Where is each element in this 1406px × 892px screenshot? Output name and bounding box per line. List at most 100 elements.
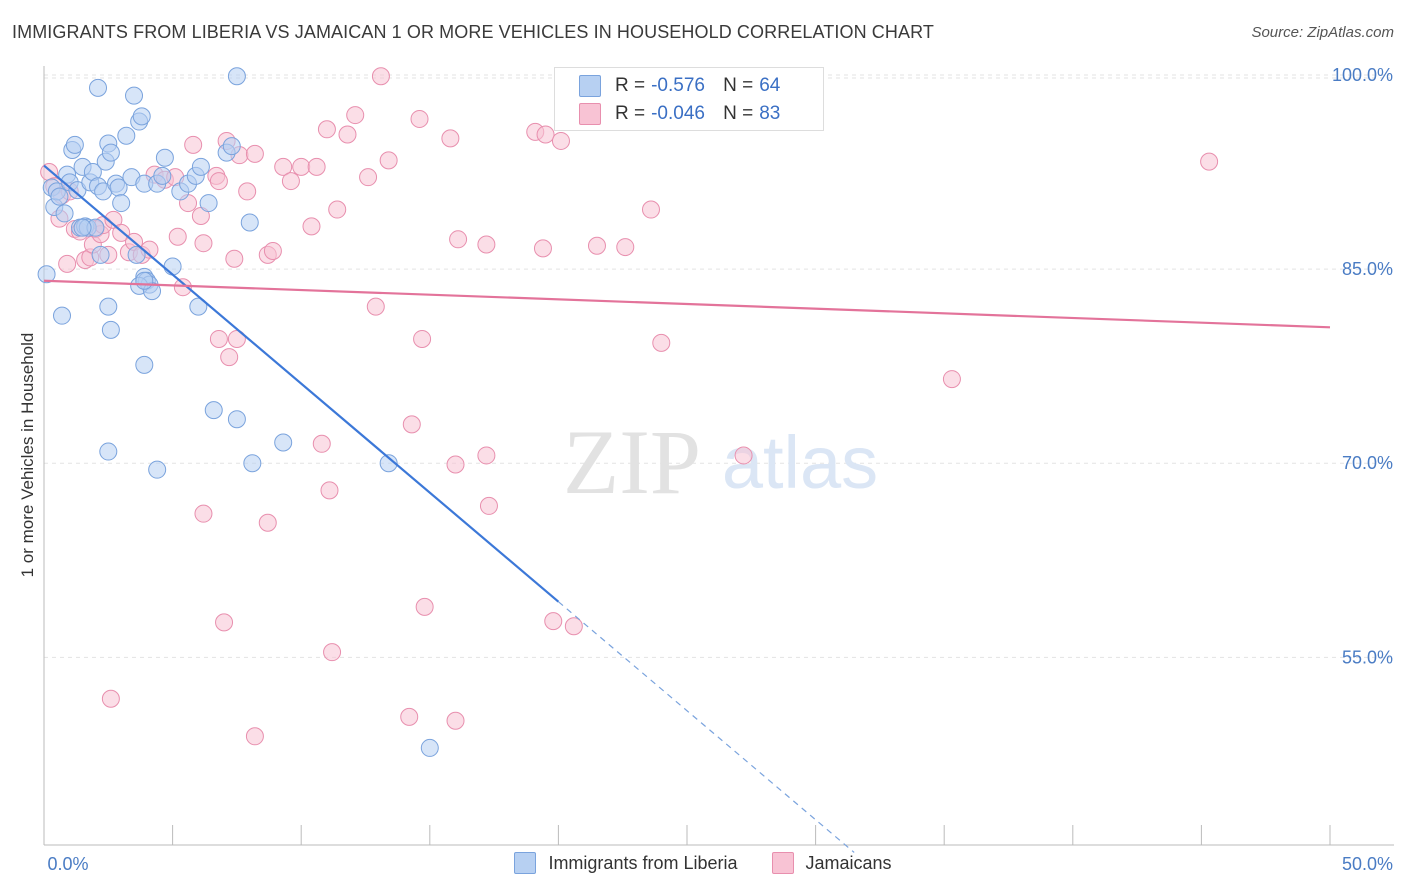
point-liberia [420,738,439,757]
point-liberia [73,218,92,237]
legend-swatch-jamaicans [579,103,601,125]
point-liberia [163,257,182,276]
legend-n-value: 64 [759,75,781,96]
point-jamaicans [328,200,347,219]
point-jamaicans [616,238,635,257]
point-jamaicans [209,329,228,348]
point-jamaicans [536,125,555,144]
point-jamaicans [168,227,187,246]
point-liberia [379,454,398,473]
point-liberia [243,454,262,473]
point-liberia [89,78,108,97]
legend-row-liberia: R = -0.576 N = 64 [579,73,780,99]
point-jamaicans [320,481,339,500]
point-jamaicans [479,496,498,515]
watermark-zip: ZIP [563,411,701,513]
point-jamaicans [652,333,671,352]
legend-item-jamaicans[interactable]: Jamaicans [771,852,892,874]
y-tick-label: 55.0% [1342,647,1393,667]
legend-swatch-liberia [579,75,601,97]
legend-label-jamaicans: Jamaicans [805,852,892,873]
point-jamaicans [734,446,753,465]
point-liberia [50,187,69,206]
legend-swatch-liberia [514,852,537,874]
point-jamaicans [263,241,282,260]
point-liberia [135,271,154,290]
point-jamaicans [641,200,660,219]
point-liberia [53,306,72,325]
point-jamaicans [551,131,570,150]
point-jamaicans [323,643,342,662]
point-jamaicans [371,67,390,86]
point-liberia [112,194,131,213]
point-jamaicans [312,434,331,453]
point-liberia [135,355,154,374]
x-tick-label: 0.0% [47,854,88,874]
point-jamaicans [220,348,239,367]
point-liberia [191,157,210,176]
point-jamaicans [238,182,257,201]
legend-item-liberia[interactable]: Immigrants from Liberia [514,852,738,874]
legend-swatch-jamaicans [771,852,794,874]
watermark: ZIP atlas [563,411,878,513]
legend-r-value: -0.046 [651,103,705,124]
point-liberia [127,245,146,264]
point-jamaicans [225,249,244,268]
point-jamaicans [379,151,398,170]
point-liberia [99,297,118,316]
point-jamaicans [215,613,234,632]
point-jamaicans [359,168,378,187]
tick-labels: 100.0% 85.0% 70.0% 55.0% 0.0% 50.0% [47,65,1393,874]
point-liberia [204,401,223,420]
point-jamaicans [307,157,326,176]
point-jamaicans [209,172,228,191]
point-jamaicans [477,446,496,465]
point-jamaicans [402,415,421,434]
point-liberia [153,166,172,185]
point-jamaicans [274,157,293,176]
point-jamaicans [942,370,961,389]
point-liberia [155,148,174,167]
point-jamaicans [317,120,336,139]
point-jamaicans [184,135,203,154]
point-liberia [132,107,151,126]
point-jamaicans [477,235,496,254]
point-jamaicans [366,297,385,316]
point-jamaicans [446,455,465,474]
legend-n-label: N = [723,103,754,124]
stats-legend: R = -0.576 N = 64 R = -0.046 N = 83 [554,67,824,131]
axes [43,66,1394,846]
series-jamaicans [40,67,1219,746]
legend-n-label: N = [723,75,754,96]
point-jamaicans [346,106,365,125]
point-jamaicans [446,711,465,730]
point-jamaicans [413,329,432,348]
legend-r-value: -0.576 [651,75,705,96]
point-jamaicans [281,172,300,191]
point-jamaicans [194,504,213,523]
point-liberia [99,442,118,461]
point-jamaicans [533,239,552,258]
legend-row-jamaicans: R = -0.046 N = 83 [579,101,780,127]
point-jamaicans [58,254,77,273]
x-tick-label: 50.0% [1342,854,1393,874]
y-tick-label: 85.0% [1342,259,1393,279]
point-jamaicans [194,234,213,253]
point-jamaicans [302,217,321,236]
legend-n-value: 83 [759,103,781,124]
point-jamaicans [410,109,429,128]
point-jamaicans [544,612,563,631]
point-jamaicans [400,707,419,726]
point-jamaicans [245,727,264,746]
point-jamaicans [101,689,120,708]
legend-r-label: R = [615,103,646,124]
series-legend: Immigrants from Liberia Jamaicans [0,852,1406,874]
point-liberia [65,135,84,154]
chart-title: IMMIGRANTS FROM LIBERIA VS JAMAICAN 1 OR… [12,22,934,42]
point-liberia [117,126,136,145]
point-jamaicans [564,617,583,636]
point-liberia [148,460,167,479]
point-liberia [55,204,74,223]
point-jamaicans [587,236,606,255]
